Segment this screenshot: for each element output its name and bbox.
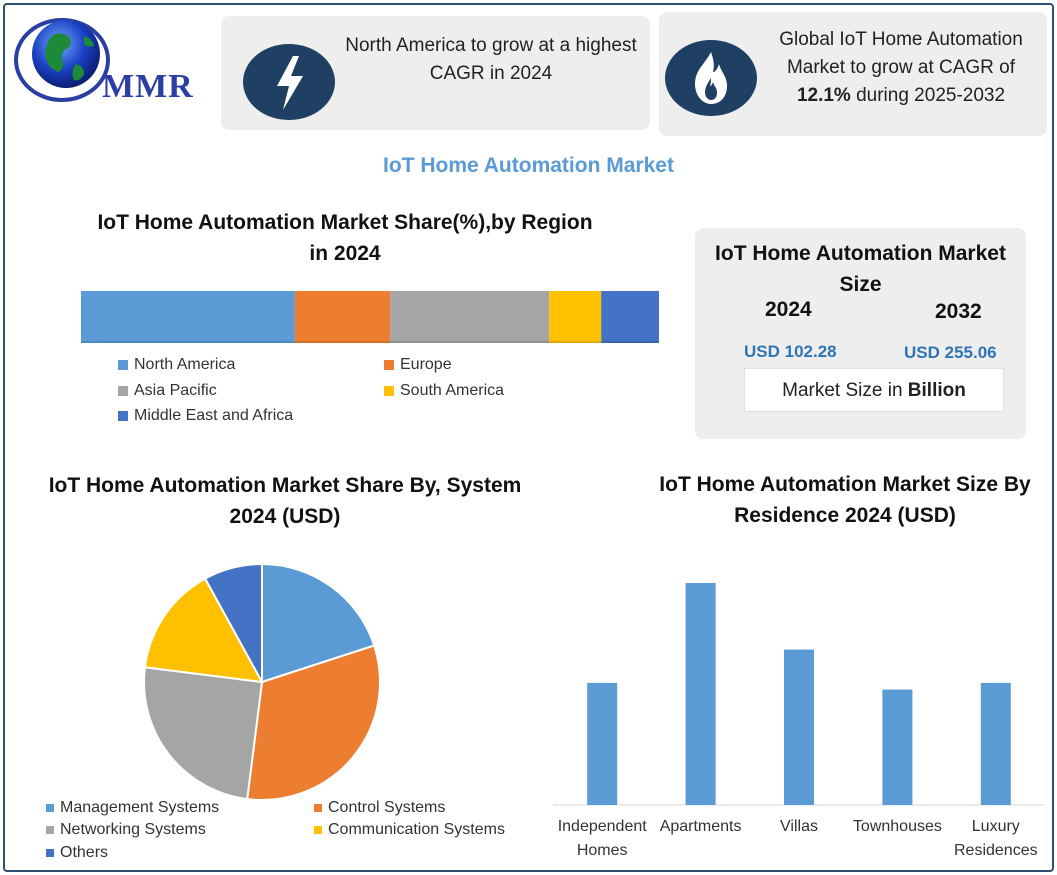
legend-label: Control Systems	[328, 799, 446, 816]
x-tick-label-independent-homes: Independent Homes	[558, 818, 648, 859]
legend-label: North America	[134, 356, 236, 373]
flame-icon	[695, 52, 727, 104]
year-2024: 2024	[765, 298, 812, 321]
market-size-title: IoT Home Automation Market Size	[715, 242, 1006, 296]
lightning-icon	[277, 56, 303, 110]
legend-swatch	[384, 360, 394, 370]
legend-label: Asia Pacific	[134, 382, 217, 399]
region-legend: North America Europe Asia Pacific South Ame…	[118, 356, 578, 436]
legend-item-middle-east-and-africa: Middle East and Africa	[118, 407, 293, 425]
legend-label: Middle East and Africa	[134, 407, 294, 424]
bar-independent-homes	[587, 682, 618, 805]
flame-badge	[665, 40, 757, 116]
legend-label: Europe	[400, 356, 452, 373]
legend-swatch	[118, 411, 128, 421]
x-tick-label-villas: Villas	[780, 818, 818, 835]
pie-slice-communication-systems	[143, 577, 264, 684]
legend-label: Management Systems	[60, 799, 220, 816]
legend-item-europe: Europe	[384, 356, 452, 374]
region-stacked-bar-chart	[81, 291, 659, 343]
market-value-2032: USD 255.06	[904, 343, 997, 362]
legend-swatch	[46, 826, 54, 834]
market-value-2024: USD 102.28	[744, 342, 837, 361]
legend-item-networking-systems: Networking Systems	[46, 821, 206, 839]
highlight-text-cagr: Global IoT Home Automation Market to gro…	[759, 26, 1043, 110]
pie-slice-others	[203, 562, 263, 683]
x-tick-label-townhouses: Townhouses	[853, 818, 942, 835]
bar-luxury-residences	[980, 682, 1011, 805]
lightning-badge	[243, 44, 335, 120]
bar-segment-south-america	[549, 291, 602, 343]
cagr-value: 12.1%	[796, 85, 851, 106]
bar-segment-asia-pacific	[390, 291, 550, 343]
legend-swatch	[314, 826, 322, 834]
legend-item-south-america: South America	[384, 382, 504, 400]
legend-label: Networking Systems	[60, 821, 206, 838]
highlight-card-growth-region: North America to grow at a highest CAGR …	[221, 16, 650, 130]
page-title: IoT Home Automation Market	[383, 154, 674, 177]
region-chart-title: IoT Home Automation Market Share(%),by R…	[97, 211, 593, 265]
legend-label: South America	[400, 382, 505, 399]
legend-item-control-systems: Control Systems	[314, 799, 445, 817]
globe-icon	[14, 18, 110, 102]
logo-text: MMR	[102, 68, 194, 105]
pie-slice-management-systems	[261, 562, 376, 684]
legend-item-others: Others	[46, 844, 108, 862]
bar-townhouses	[882, 689, 913, 805]
bar-segment-north-america	[81, 291, 295, 343]
x-tick-label-apartments: Apartments	[660, 818, 742, 835]
cagr-text-after: during 2025-2032	[850, 85, 1006, 106]
market-size-card: IoT Home Automation Market Size 2024 203…	[695, 228, 1026, 439]
residence-bar-chart: Independent Homes Apartments Villas Townhous…	[553, 583, 1045, 859]
cagr-text-before: Global IoT Home Automation Market to gro…	[779, 29, 1023, 78]
legend-swatch	[118, 386, 128, 396]
highlight-card-cagr: Global IoT Home Automation Market to gro…	[659, 12, 1047, 136]
pie-slice-networking-systems	[143, 666, 264, 801]
x-tick-label-luxury-residences: Luxury Residences	[954, 818, 1038, 859]
bar-segment-europe	[294, 291, 391, 343]
legend-item-asia-pacific: Asia Pacific	[118, 382, 217, 400]
legend-swatch	[384, 386, 394, 396]
legend-item-communication-systems: Communication Systems	[314, 821, 505, 839]
pie-slice-control-systems	[246, 644, 381, 801]
bar-shadow	[81, 341, 659, 343]
unit-bold: Billion	[907, 380, 966, 401]
bar-villas	[784, 649, 814, 805]
legend-label: Communication Systems	[328, 821, 505, 838]
legend-item-management-systems: Management Systems	[46, 799, 219, 817]
legend-swatch	[46, 804, 54, 812]
legend-swatch	[314, 804, 322, 812]
legend-swatch	[46, 849, 54, 857]
year-2032: 2032	[935, 300, 982, 323]
legend-item-north-america: North America	[118, 356, 235, 374]
market-size-unit: Market Size in Billion	[744, 368, 1004, 412]
highlight-text-growth-region: North America to grow at a highest CAGR …	[345, 35, 637, 84]
bar-apartments	[685, 583, 716, 805]
legend-label: Others	[60, 844, 109, 861]
residence-chart-title: IoT Home Automation Market Size By Resid…	[659, 473, 1031, 527]
unit-prefix: Market Size in	[782, 380, 908, 401]
system-legend: Management Systems Control Systems Network…	[46, 799, 546, 869]
system-pie-chart	[143, 562, 381, 801]
bar-segment-middle-east-and-africa	[601, 291, 659, 343]
legend-swatch	[118, 360, 128, 370]
mmr-logo: MMR	[14, 12, 194, 108]
system-chart-title: IoT Home Automation Market Share By, Sys…	[48, 474, 522, 528]
